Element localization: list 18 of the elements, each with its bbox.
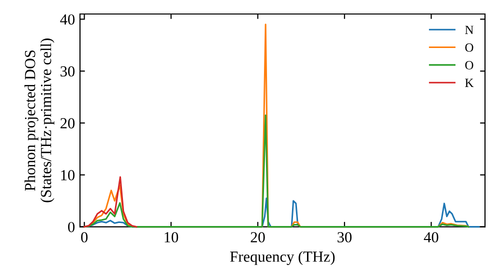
- x-axis-title: Frequency (THz): [230, 251, 335, 265]
- x-tick-label: 40: [424, 232, 438, 242]
- y-tick-label: 30: [60, 66, 75, 77]
- line-series: [84, 114, 470, 228]
- x-tick-label: 0: [81, 232, 88, 242]
- legend-label: N: [465, 26, 474, 34]
- legend-label: O: [465, 61, 474, 70]
- x-tick-label: 10: [164, 232, 178, 242]
- y-tick-label: 0: [68, 222, 75, 232]
- y-tick-label: 10: [61, 170, 75, 180]
- y-tick-label: 20: [60, 118, 75, 128]
- legend-label: K: [465, 78, 474, 87]
- x-tick-label: 20: [250, 232, 265, 242]
- y-tick-label: 40: [60, 14, 75, 25]
- y-axis-title: Phonon projected DOS (States/THz·primitive cell): [24, 38, 54, 202]
- line-series: [84, 176, 138, 228]
- x-tick-label: 30: [338, 232, 352, 242]
- legend-label: O: [465, 43, 474, 52]
